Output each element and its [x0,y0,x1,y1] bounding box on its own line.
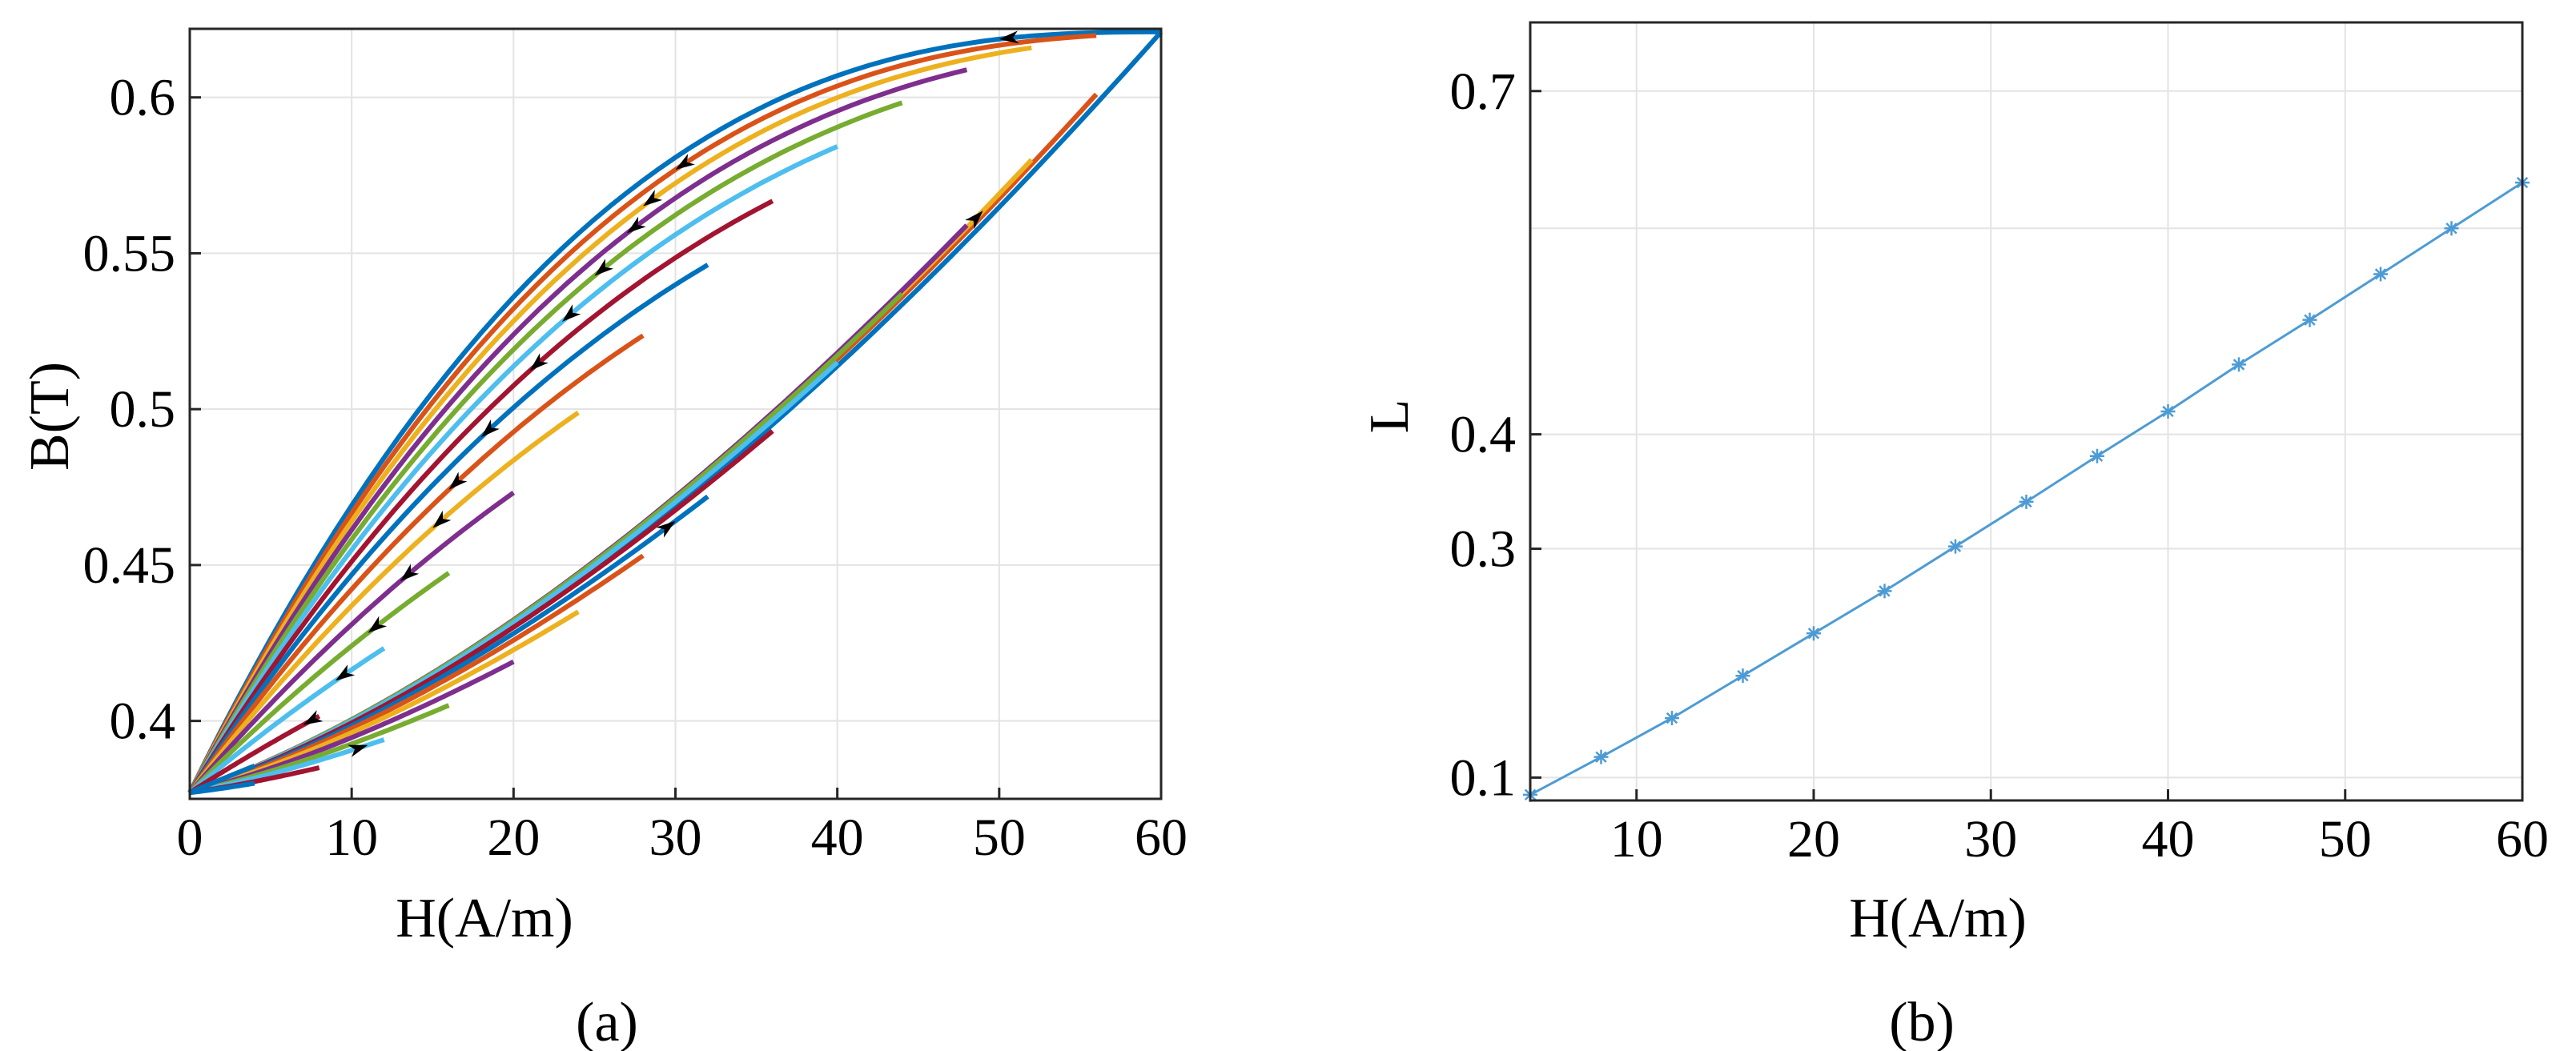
loop-descending-branch [187,45,1032,794]
a-y-tick-label: 0.45 [83,536,176,595]
l-data-point [2232,357,2246,372]
l-data-point [2444,221,2459,236]
x-axis-label-a: H(A/m) [396,888,573,949]
l-data-point [2090,448,2104,463]
l-data-point [1735,668,1750,684]
a-x-tick-label: 10 [325,808,378,867]
descending-arrow [562,304,581,322]
l-data-point [1593,749,1609,764]
ascending-arrow [348,744,368,757]
b-x-tick-label: 50 [2319,810,2372,868]
l-data-point [1948,539,1963,554]
l-data-point [1806,626,1821,641]
l-data-point [1877,584,1892,599]
l-data-point [2373,267,2388,282]
a-y-tick-label: 0.55 [83,224,176,283]
loop-descending-branch [187,100,903,794]
series-b [1523,175,2530,802]
a-y-tick-label: 0.5 [110,380,176,439]
b-x-tick-label: 40 [2142,810,2195,868]
a-x-tick-label: 0 [177,808,203,867]
grid-b [1530,22,2522,800]
loop-descending-branch [188,646,386,795]
descending-arrow [303,710,324,725]
axes-frame-b [1529,21,2524,802]
descending-arrow [335,664,356,681]
y-axis-label-a: B(T) [19,362,81,471]
loop-descending-branch [187,144,838,794]
chart-panel-a: 0 10 20 30 40 50 60 0.4 0.45 0.5 0.55 0.6 H(A/m) B… [19,27,1188,1051]
loop-ascending-branch [188,780,256,796]
a-y-tick-label: 0.4 [110,692,176,751]
y-ticks-b: 0.1 0.3 0.4 0.7 [1450,62,1541,807]
loop-descending-branch [187,491,516,795]
loop-descending-branch [187,263,709,794]
b-y-tick-label: 0.1 [1450,748,1517,807]
b-x-tick-label: 20 [1787,810,1840,868]
l-data-point [2302,312,2317,327]
chart-panel-b: 10 20 30 40 50 60 0.1 0.3 0.4 0.7 H(A/m) L (b) [1359,21,2549,1051]
l-data-point [2160,404,2176,419]
b-y-tick-label: 0.4 [1450,406,1517,464]
b-y-tick-label: 0.7 [1450,62,1517,121]
curves-a [187,29,1163,796]
loop-ascending-branch [188,291,904,796]
b-x-tick-label: 60 [2496,810,2549,868]
descending-arrow [643,190,663,207]
descending-arrow [626,216,646,234]
x-axis-label-b: H(A/m) [1849,888,2027,949]
b-x-tick-label: 10 [1610,810,1663,868]
l-data-point [2019,494,2034,509]
loop-descending-branch [187,33,1097,794]
x-ticks-a: 0 10 20 30 40 50 60 [177,788,1188,867]
a-y-tick-label: 0.6 [110,69,176,127]
loop-descending-branch [187,67,968,794]
ascending-arrow [965,211,983,230]
loop-descending-branch [187,411,580,795]
ascending-arrow [656,520,676,538]
descending-arrow [594,259,614,276]
loop-descending-branch [187,199,774,794]
b-x-tick-label: 30 [1964,810,2017,868]
descending-arrow [480,419,500,438]
arrows-a [303,30,1019,757]
a-x-tick-label: 50 [973,808,1026,867]
descending-arrow [529,353,549,371]
y-ticks-a: 0.4 0.45 0.5 0.55 0.6 [83,69,201,751]
l-data-point [1665,711,1679,726]
descending-arrow [432,510,452,528]
descending-arrow [448,471,468,490]
a-x-tick-label: 60 [1135,808,1188,867]
descending-arrow [675,154,695,170]
loop-ascending-branch [188,158,1034,796]
y-axis-label-b: L [1359,399,1421,434]
loop-descending-branch [187,333,645,794]
descending-arrow [400,564,420,582]
x-ticks-b: 10 20 30 40 50 60 [1610,789,2549,868]
a-x-tick-label: 40 [811,808,864,867]
b-y-tick-label: 0.3 [1450,520,1517,579]
loop-descending-branch [188,713,321,795]
loop-descending-branch [188,764,256,795]
a-x-tick-label: 20 [487,808,540,867]
loop-descending-branch [187,571,451,795]
panel-label-a: (a) [576,992,638,1051]
descending-arrow [999,30,1019,44]
descending-arrow [368,616,388,633]
panel-label-b: (b) [1889,992,1955,1051]
a-x-tick-label: 30 [649,808,702,867]
